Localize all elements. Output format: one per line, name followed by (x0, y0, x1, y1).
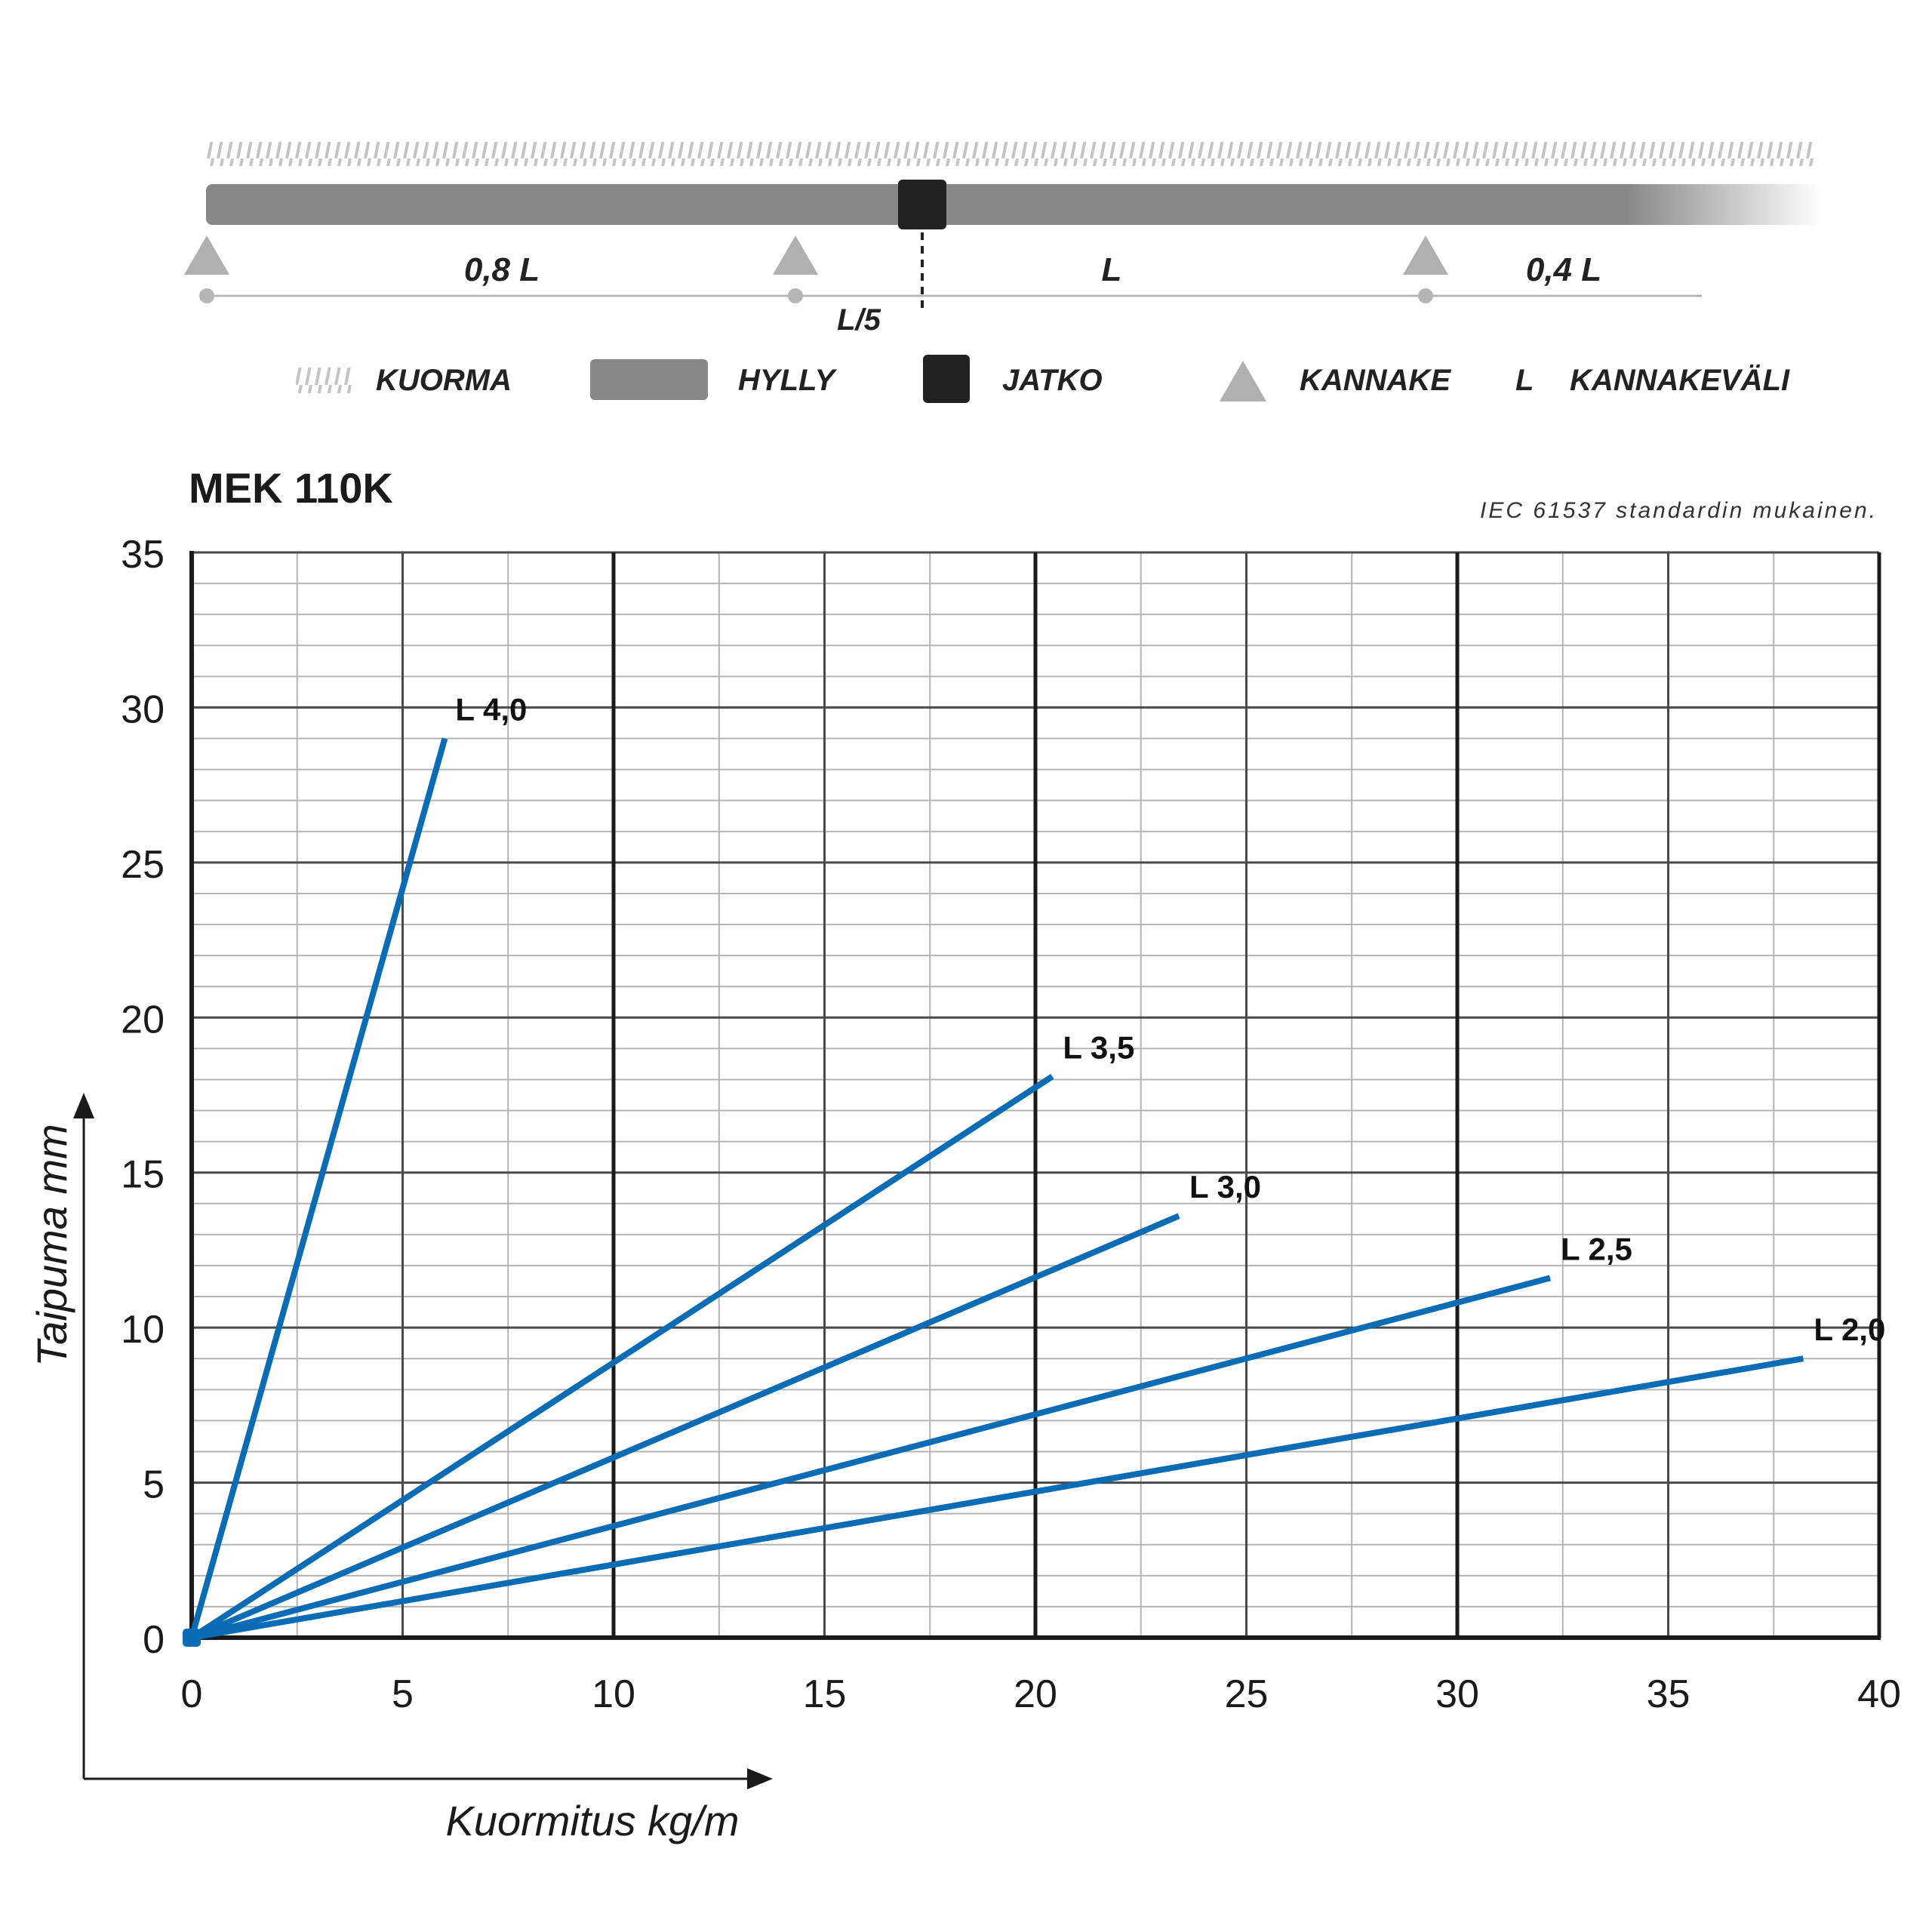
x-tick-label: 0 (181, 1672, 203, 1716)
load-hatch (206, 142, 1814, 166)
triangle-icon (1220, 361, 1266, 401)
y-tick-label: 20 (121, 998, 165, 1041)
legend-shelf-label: HYLLY (738, 364, 837, 397)
legend-span-symbol: L (1515, 364, 1534, 397)
x-tick-label: 20 (1014, 1672, 1057, 1716)
legend-load-label: KUORMA (376, 364, 512, 397)
x-axis-title: Kuormitus kg/m (446, 1797, 740, 1844)
standard-note: IEC 61537 standardin mukainen. (1480, 498, 1878, 523)
shelf-diagram: 0,8 L L 0,4 L L/5 (184, 142, 1821, 337)
series-line (190, 1275, 1552, 1641)
span-right-label: 0,4 L (1526, 251, 1601, 288)
joint-square-icon (898, 180, 946, 229)
y-tick-label: 35 (121, 533, 165, 577)
bracket-triangle-icon (184, 235, 229, 275)
legend: KUORMA HYLLY JATKO KANNAKE L KANNAKEVÄLI (296, 355, 1790, 403)
series-label: L 2,0 (1814, 1312, 1885, 1347)
dimension-dot (1418, 288, 1433, 303)
dimension-dot (199, 288, 214, 303)
series-label: L 4,0 (455, 692, 527, 728)
series-labels: L 4,0 L 3,5 L 3,0 L 2,5 L 2,0 (455, 692, 1885, 1348)
x-tick-label: 25 (1225, 1672, 1269, 1716)
series-line (190, 1213, 1180, 1641)
y-axis-title: Taipuma mm (28, 1124, 75, 1367)
x-tick-label: 40 (1857, 1672, 1901, 1716)
y-tick-label: 5 (143, 1463, 165, 1507)
series-line (189, 737, 448, 1639)
y-tick-label: 30 (121, 688, 165, 731)
x-tick-label: 10 (592, 1672, 635, 1716)
bracket-triangle-icon (1403, 235, 1448, 275)
x-tick-label: 15 (803, 1672, 847, 1716)
shelf-bar (206, 184, 1821, 225)
origin-marker (183, 1629, 201, 1647)
y-tick-label: 15 (121, 1153, 165, 1197)
x-tick-label: 5 (392, 1672, 414, 1716)
x-tick-label: 30 (1435, 1672, 1479, 1716)
dimension-dot (788, 288, 803, 303)
hatch-icon (296, 368, 353, 393)
joint-square-icon (923, 355, 970, 403)
y-arrow-head (73, 1093, 94, 1118)
y-tick-label: 25 (121, 843, 165, 887)
x-tick-label: 35 (1647, 1672, 1690, 1716)
series-label: L 3,0 (1189, 1169, 1261, 1204)
axis-arrows (73, 1093, 773, 1789)
chart-title: MEK 110K (189, 464, 393, 512)
legend-span-label: KANNAKEVÄLI (1570, 364, 1790, 397)
axes (189, 551, 1881, 1640)
series-line (191, 1355, 1804, 1641)
y-tick-label: 10 (121, 1308, 165, 1352)
series-line (189, 1073, 1054, 1641)
legend-joint-label: JATKO (1002, 364, 1103, 397)
series-lines (183, 737, 1804, 1647)
series-label: L 2,5 (1561, 1231, 1632, 1266)
series-label: L 3,5 (1063, 1029, 1134, 1065)
legend-bracket-label: KANNAKE (1300, 364, 1451, 397)
bracket-triangle-icon (773, 235, 818, 275)
joint-offset-label: L/5 (837, 303, 881, 337)
span-mid-label: L (1102, 251, 1122, 288)
tick-labels: 0 5 10 15 20 25 30 35 40 0 5 10 15 20 25 30 35 (121, 533, 1901, 1716)
shelf-bar-icon (590, 359, 708, 400)
x-arrow-head (747, 1768, 773, 1789)
y-tick-label: 0 (143, 1618, 165, 1662)
span-left-label: 0,8 L (464, 251, 540, 288)
